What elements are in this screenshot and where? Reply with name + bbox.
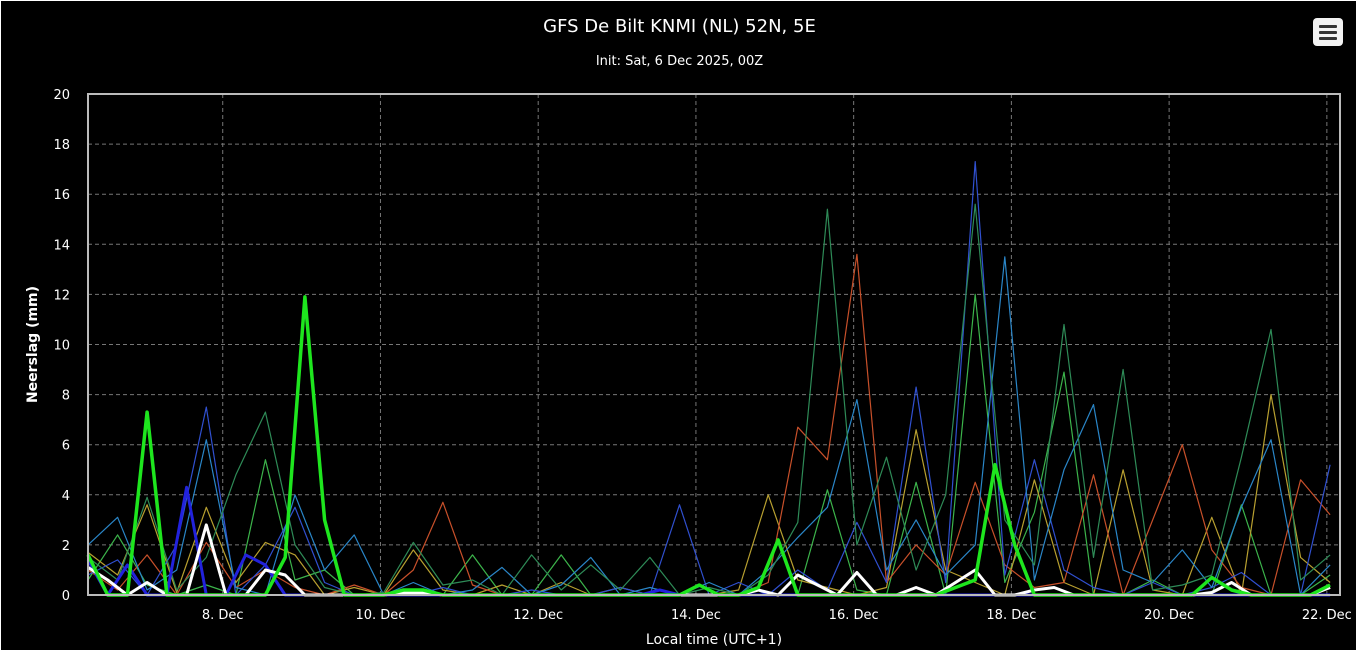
x-tick-label: 18. Dec — [986, 608, 1036, 623]
series-layer — [86, 161, 1331, 597]
y-tick-label: 16 — [53, 188, 70, 203]
x-tick-label: 8. Dec — [202, 608, 244, 623]
x-tick-label: 20. Dec — [1144, 608, 1194, 623]
x-tick-label: 22. Dec — [1302, 608, 1352, 623]
series-line-4 — [87, 203, 1331, 596]
series-line-5 — [87, 256, 1331, 596]
chart-menu-button[interactable] — [1313, 18, 1343, 46]
chart-subtitle: Init: Sat, 6 Dec 2025, 00Z — [595, 54, 764, 69]
y-tick-label: 14 — [53, 238, 70, 253]
x-tick-label: 10. Dec — [355, 608, 405, 623]
x-axis-title: Local time (UTC+1) — [646, 632, 782, 648]
grid — [88, 94, 1340, 595]
y-tick-label: 18 — [53, 138, 70, 153]
x-tick-label: 12. Dec — [513, 608, 563, 623]
x-tick-label: 16. Dec — [829, 608, 879, 623]
menu-bar-icon — [1319, 25, 1337, 28]
y-tick-label: 8 — [62, 389, 70, 404]
y-tick-label: 0 — [62, 589, 70, 604]
series-line-1 — [86, 295, 1331, 597]
series-line-9 — [87, 293, 1331, 596]
y-tick-label: 2 — [62, 539, 70, 554]
x-tick-label: 14. Dec — [671, 608, 721, 623]
plot-border — [87, 93, 1341, 596]
menu-bar-icon — [1319, 31, 1337, 34]
y-tick-label: 4 — [62, 489, 70, 504]
y-tick-label: 20 — [53, 88, 70, 103]
menu-bar-icon — [1319, 37, 1337, 40]
series-line-6 — [87, 161, 1331, 596]
y-tick-label: 10 — [53, 339, 70, 354]
tick-labels: 0 2 4 6 8 10 12 14 16 18 20 8. Dec 10. Dec 12. Dec 14.… — [53, 88, 1351, 623]
y-tick-label: 6 — [62, 439, 70, 454]
y-axis-title: Neerslag (mm) — [25, 286, 41, 403]
chart-title: GFS De Bilt KNMI (NL) 52N, 5E — [543, 16, 816, 37]
y-tick-label: 12 — [53, 288, 70, 303]
series-line-7 — [87, 253, 1331, 596]
